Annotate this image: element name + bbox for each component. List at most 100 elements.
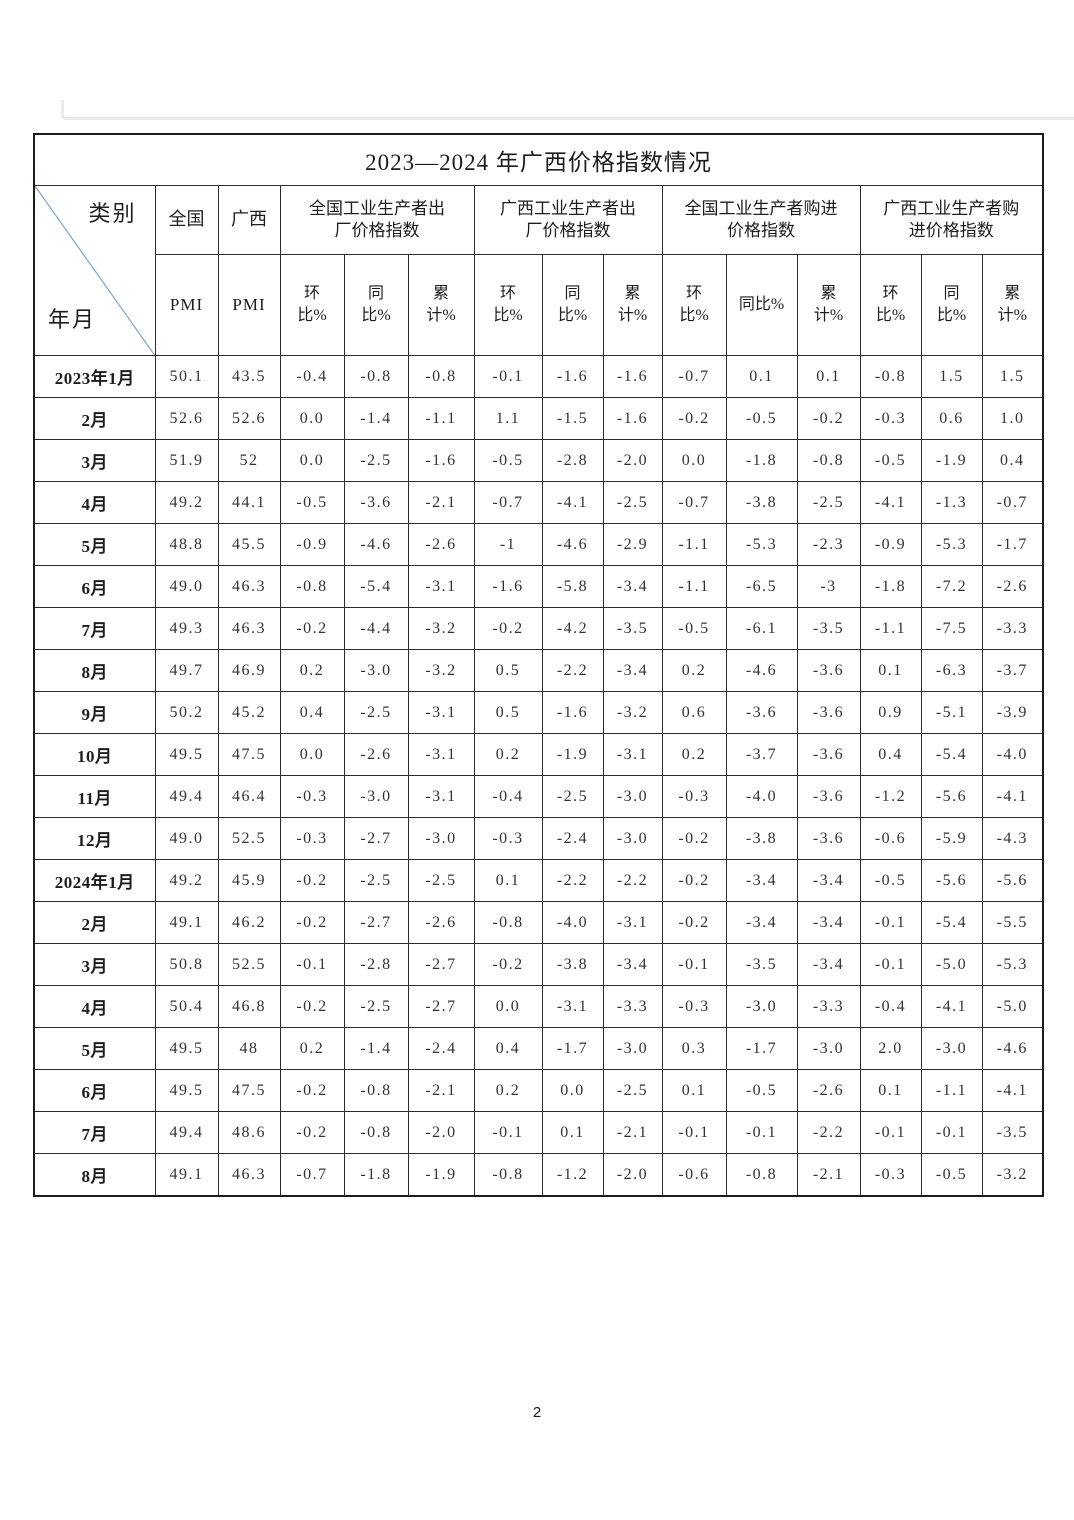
previous-block-border bbox=[61, 100, 1074, 120]
value-cell: -5.8 bbox=[541, 565, 604, 608]
value-cell: -3.3 bbox=[602, 985, 663, 1028]
value-cell: -3.4 bbox=[796, 901, 861, 944]
value-cell: 52 bbox=[217, 439, 281, 482]
value-cell: 0.5 bbox=[473, 691, 543, 734]
header-sub-mom: 环 比% bbox=[661, 254, 727, 356]
row-label: 8月 bbox=[33, 1153, 156, 1197]
value-cell: -5.0 bbox=[981, 985, 1044, 1028]
value-cell: -0.2 bbox=[473, 607, 543, 650]
value-cell: -3.4 bbox=[602, 943, 663, 986]
value-cell: -5.5 bbox=[981, 901, 1044, 944]
value-cell: -5.6 bbox=[920, 775, 983, 818]
value-cell: -0.8 bbox=[407, 355, 475, 398]
value-cell: -3.1 bbox=[602, 901, 663, 944]
value-cell: -0.5 bbox=[859, 859, 922, 902]
value-cell: -3.0 bbox=[602, 1027, 663, 1070]
value-cell: -2.2 bbox=[602, 859, 663, 902]
value-cell: -1.6 bbox=[602, 397, 663, 440]
value-cell: 46.2 bbox=[217, 901, 281, 944]
header-sub-yoy: 同 比% bbox=[541, 254, 604, 356]
value-cell: 0.3 bbox=[661, 1027, 727, 1070]
value-cell: -1.1 bbox=[661, 565, 727, 608]
value-cell: -0.2 bbox=[279, 607, 345, 650]
value-cell: -0.2 bbox=[661, 397, 727, 440]
value-cell: -0.1 bbox=[473, 1111, 543, 1154]
value-cell: -4.6 bbox=[725, 649, 798, 692]
value-cell: -3.4 bbox=[725, 901, 798, 944]
price-index-table: 2023—2024 年广西价格指数情况 类别 年月 全国 广西 全国工业生产者出… bbox=[33, 133, 1044, 1197]
value-cell: 49.5 bbox=[154, 1027, 219, 1070]
row-label: 3月 bbox=[33, 439, 156, 482]
value-cell: 0.0 bbox=[279, 733, 345, 776]
value-cell: -2.5 bbox=[796, 481, 861, 524]
table-row: 4月 50.4 46.8 -0.2 -2.5 -2.7 0.0 -3.1 -3.3 -0.3 -3.… bbox=[33, 985, 1044, 1028]
value-cell: -4.4 bbox=[343, 607, 409, 650]
value-cell: 0.4 bbox=[981, 439, 1044, 482]
value-cell: -1.1 bbox=[920, 1069, 983, 1112]
value-cell: -3.4 bbox=[602, 649, 663, 692]
table-row: 2024年1月 49.2 45.9 -0.2 -2.5 -2.5 0.1 -2.2 -2.2 -0… bbox=[33, 859, 1044, 902]
value-cell: -2.1 bbox=[407, 481, 475, 524]
table-row: 12月 49.0 52.5 -0.3 -2.7 -3.0 -0.3 -2.4 -3.0 -0.2-… bbox=[33, 817, 1044, 860]
value-cell: -2.5 bbox=[343, 691, 409, 734]
value-cell: 50.8 bbox=[154, 943, 219, 986]
value-cell: 49.4 bbox=[154, 1111, 219, 1154]
value-cell: -2.4 bbox=[407, 1027, 475, 1070]
value-cell: 1.0 bbox=[981, 397, 1044, 440]
value-cell: 0.9 bbox=[859, 691, 922, 734]
value-cell: 48 bbox=[217, 1027, 281, 1070]
value-cell: -3.8 bbox=[541, 943, 604, 986]
value-cell: -3.2 bbox=[981, 1153, 1044, 1197]
table-row: 5月 48.8 45.5 -0.9 -4.6 -2.6 -1 -4.6 -2.9 -1.1 -5.3… bbox=[33, 523, 1044, 566]
value-cell: -0.5 bbox=[725, 1069, 798, 1112]
value-cell: -3.6 bbox=[796, 775, 861, 818]
row-label: 2023年1月 bbox=[33, 355, 156, 398]
value-cell: 46.9 bbox=[217, 649, 281, 692]
value-cell: -0.5 bbox=[661, 607, 727, 650]
value-cell: -3.4 bbox=[725, 859, 798, 902]
table-row: 2023年1月 50.1 43.5 -0.4 -0.8 -0.8 -0.1 -1.6 -1.6-… bbox=[33, 355, 1044, 398]
value-cell: 48.6 bbox=[217, 1111, 281, 1154]
title-row: 2023—2024 年广西价格指数情况 bbox=[33, 133, 1044, 186]
value-cell: -1.7 bbox=[541, 1027, 604, 1070]
value-cell: -5.3 bbox=[920, 523, 983, 566]
value-cell: -4.3 bbox=[981, 817, 1044, 860]
value-cell: -0.7 bbox=[661, 481, 727, 524]
value-cell: 49.5 bbox=[154, 1069, 219, 1112]
header-sub-mom: 环 比% bbox=[473, 254, 543, 356]
row-label: 12月 bbox=[33, 817, 156, 860]
value-cell: -2.0 bbox=[602, 1153, 663, 1197]
value-cell: -3.6 bbox=[796, 733, 861, 776]
value-cell: -2.6 bbox=[407, 901, 475, 944]
value-cell: 46.3 bbox=[217, 1153, 281, 1197]
header-group-guangxi-purchase: 广西工业生产者购 进价格指数 bbox=[859, 185, 1044, 255]
value-cell: 46.3 bbox=[217, 565, 281, 608]
row-label: 4月 bbox=[33, 481, 156, 524]
row-label: 7月 bbox=[33, 607, 156, 650]
table-row: 6月 49.0 46.3 -0.8 -5.4 -3.1 -1.6 -5.8 -3.4 -1.1 -6… bbox=[33, 565, 1044, 608]
header-sub-cum: 累 计% bbox=[602, 254, 663, 356]
table-row: 4月 49.2 44.1 -0.5 -3.6 -2.1 -0.7 -4.1 -2.5 -0.7 -3… bbox=[33, 481, 1044, 524]
value-cell: -3.0 bbox=[407, 817, 475, 860]
value-cell: -3.2 bbox=[407, 649, 475, 692]
value-cell: 0.2 bbox=[661, 649, 727, 692]
value-cell: -0.4 bbox=[473, 775, 543, 818]
value-cell: -1 bbox=[473, 523, 543, 566]
value-cell: -1.4 bbox=[343, 1027, 409, 1070]
value-cell: -3.8 bbox=[725, 481, 798, 524]
value-cell: -2.5 bbox=[602, 1069, 663, 1112]
value-cell: -2.1 bbox=[602, 1111, 663, 1154]
table-row: 7月 49.3 46.3 -0.2 -4.4 -3.2 -0.2 -4.2 -3.5 -0.5 -6… bbox=[33, 607, 1044, 650]
header-sub-yoy: 同 比% bbox=[920, 254, 983, 356]
value-cell: -0.7 bbox=[661, 355, 727, 398]
value-cell: -2.6 bbox=[981, 565, 1044, 608]
value-cell: -2.3 bbox=[796, 523, 861, 566]
value-cell: -0.1 bbox=[859, 901, 922, 944]
value-cell: -5.3 bbox=[981, 943, 1044, 986]
value-cell: -2.7 bbox=[343, 817, 409, 860]
table-row: 7月 49.4 48.6 -0.2 -0.8 -2.0 -0.1 0.1 -2.1 -0.1 -0.… bbox=[33, 1111, 1044, 1154]
header-sub-mom: 环 比% bbox=[859, 254, 922, 356]
value-cell: -0.6 bbox=[661, 1153, 727, 1197]
value-cell: -0.1 bbox=[859, 943, 922, 986]
value-cell: -2.7 bbox=[343, 901, 409, 944]
